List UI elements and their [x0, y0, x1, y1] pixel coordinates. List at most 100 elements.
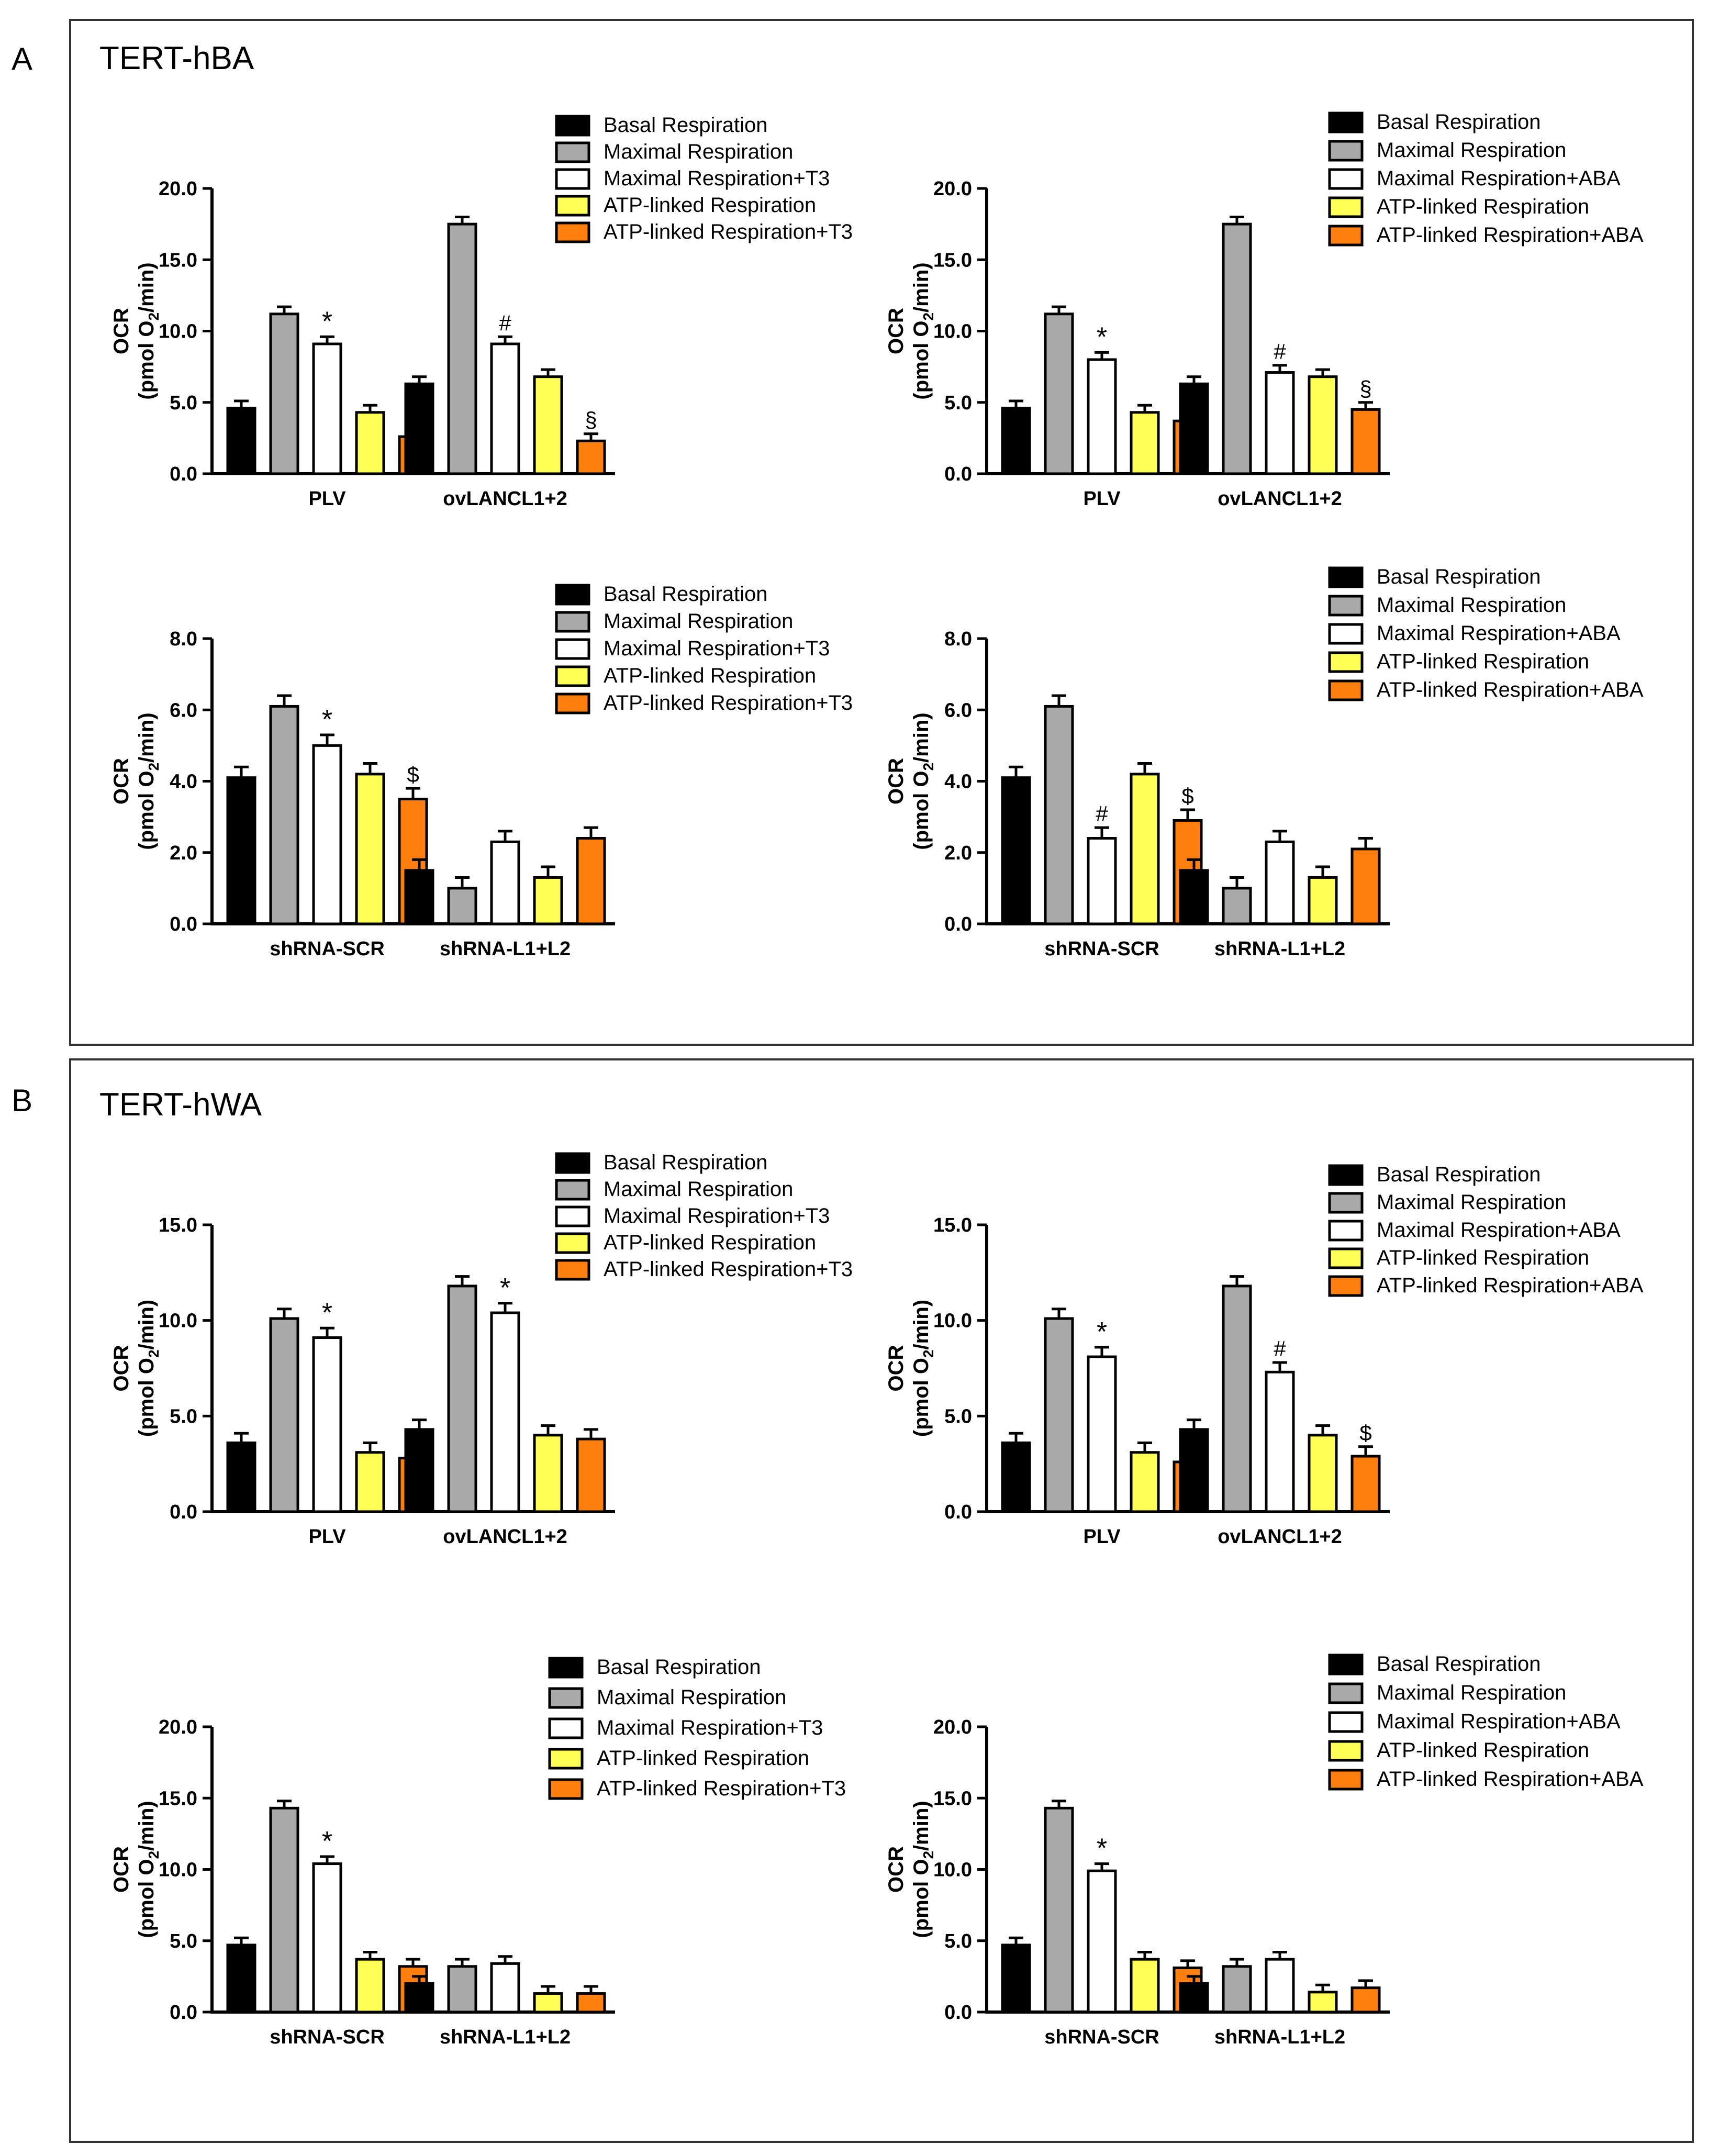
bar-4-1: [576, 1992, 606, 2014]
bar-0-1: [1179, 382, 1209, 475]
y-tick-label: 10.0: [933, 321, 972, 343]
legend-swatch: [1328, 595, 1364, 617]
y-axis-unit: (pmol O2/min): [910, 712, 936, 850]
y-tick-label: 5.0: [170, 1405, 197, 1427]
y-tick-label: 6.0: [944, 699, 972, 721]
bar-1-0: [269, 312, 299, 475]
y-tick-label: 0.0: [170, 1501, 197, 1523]
legend-swatch: [555, 638, 590, 660]
legend-label: Basal Respiration: [1377, 1652, 1541, 1675]
y-axis-unit: (pmol O2/min): [135, 1801, 162, 1938]
panel-a-title: TERT-hBA: [99, 40, 254, 76]
y-tick-label: 5.0: [170, 392, 197, 414]
y-tick-label: 6.0: [170, 699, 197, 721]
bar-1-1: [1222, 1965, 1252, 2014]
chart-b-bottom-right: 0.0 5.0 10.0 15.0 20.0 OCR (pmol O2/min) * shRNA…: [885, 1652, 1644, 2048]
y-axis-unit-subscript: 2: [146, 1851, 162, 1859]
legend-swatch: [1328, 196, 1364, 218]
y-axis-unit-subscript: 2: [146, 312, 162, 321]
legend-swatch: [548, 1687, 584, 1709]
bar-3-0: [1130, 773, 1160, 925]
y-axis-label: OCR: [110, 758, 133, 805]
y-axis-unit-part: /min): [910, 262, 933, 312]
y-tick-label: 0.0: [944, 1501, 972, 1523]
legend-label: ATP-linked Respiration: [604, 664, 816, 687]
y-tick-label: 15.0: [933, 1788, 972, 1809]
chart-a-mid-right: 0.0 2.0 4.0 6.0 8.0 OCR (pmol O2/min) # $ shRNA-S…: [885, 565, 1644, 960]
y-axis-unit: (pmol O2/min): [910, 1801, 936, 1938]
y-axis-unit-subscript: 2: [920, 312, 936, 321]
bar-3-0: [355, 1451, 385, 1513]
bar-2-1: [1265, 1370, 1295, 1513]
y-axis-unit-part: (pmol O: [135, 1358, 158, 1437]
y-tick-label: 15.0: [159, 1788, 197, 1809]
legend-swatch: [1328, 623, 1364, 645]
significance-mark: *: [322, 1298, 332, 1328]
significance-mark: *: [1097, 1317, 1107, 1347]
legend-swatch: [555, 115, 590, 137]
y-tick-label: 15.0: [159, 1214, 197, 1236]
bar-3-0: [355, 773, 385, 925]
legend-swatch: [555, 692, 590, 714]
y-tick-label: 2.0: [944, 842, 972, 864]
bar-2-0: [312, 1862, 342, 2014]
bar-2-0: [1087, 837, 1117, 925]
bar-1-0: [1044, 1806, 1074, 2014]
y-tick-label: 20.0: [159, 1716, 197, 1738]
y-tick-label: 8.0: [944, 628, 972, 650]
y-axis-label: OCR: [885, 758, 908, 805]
legend-swatch: [1328, 1769, 1364, 1791]
y-tick-label: 5.0: [170, 1930, 197, 1952]
bar-1-0: [1044, 1317, 1074, 1513]
bar-0-0: [226, 407, 256, 475]
legend-swatch: [555, 221, 590, 243]
y-axis-unit-subscript: 2: [146, 763, 162, 771]
y-axis-unit-subscript: 2: [920, 763, 936, 771]
bar-0-0: [226, 1441, 256, 1513]
x-category-label: shRNA-L1+L2: [1214, 938, 1345, 960]
x-category-label: PLV: [308, 1526, 346, 1548]
y-tick-label: 5.0: [944, 1405, 972, 1427]
legend-swatch: [1328, 140, 1364, 162]
x-category-label: shRNA-L1+L2: [440, 2026, 571, 2048]
bar-4-1: [576, 439, 606, 475]
legend-swatch: [555, 1152, 590, 1174]
bar-0-1: [1179, 869, 1209, 925]
legend-swatch: [555, 1259, 590, 1281]
y-axis-unit-subscript: 2: [920, 1851, 936, 1859]
significance-mark: #: [499, 310, 511, 335]
bar-2-0: [1087, 1869, 1117, 2014]
bar-2-0: [312, 744, 342, 925]
y-tick-label: 10.0: [933, 1859, 972, 1881]
bar-0-1: [404, 1982, 434, 2014]
x-category-label: shRNA-SCR: [270, 2026, 385, 2048]
significance-mark: *: [322, 705, 332, 735]
legend-label: Maximal Respiration: [604, 1178, 793, 1201]
legend-swatch: [1328, 1275, 1364, 1297]
y-axis-unit-part: /min): [135, 1300, 158, 1350]
y-axis-label: OCR: [885, 1846, 908, 1893]
bar-3-1: [1308, 1434, 1338, 1513]
legend-swatch: [1328, 168, 1364, 190]
legend-label: Basal Respiration: [1377, 1163, 1541, 1186]
y-tick-label: 10.0: [159, 1859, 197, 1881]
legend-label: Basal Respiration: [604, 1151, 768, 1174]
y-tick-label: 5.0: [944, 1930, 972, 1952]
bar-1-1: [1222, 222, 1252, 475]
x-category-label: ovLANCL1+2: [1218, 1526, 1342, 1548]
chart-a-mid-left: 0.0 2.0 4.0 6.0 8.0 OCR (pmol O2/min) * $ shRNA-S…: [110, 583, 853, 960]
legend-label: ATP-linked Respiration: [1377, 1739, 1589, 1762]
legend-label: ATP-linked Respiration: [1377, 195, 1589, 218]
legend-label: ATP-linked Respiration+ABA: [1377, 1274, 1644, 1297]
legend-label: ATP-linked Respiration: [1377, 650, 1589, 673]
legend-label: ATP-linked Respiration+T3: [604, 220, 853, 243]
significance-mark: §: [1359, 376, 1371, 401]
x-category-label: PLV: [1083, 488, 1121, 510]
legend-swatch: [555, 1179, 590, 1201]
significance-mark: *: [500, 1273, 510, 1303]
significance-mark: *: [1097, 1834, 1107, 1864]
legend-swatch: [1328, 1682, 1364, 1704]
legend-swatch: [1328, 1740, 1364, 1762]
bar-2-0: [1087, 358, 1117, 475]
